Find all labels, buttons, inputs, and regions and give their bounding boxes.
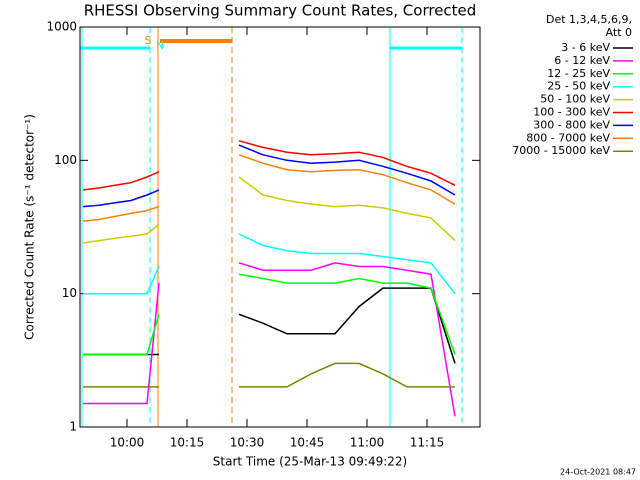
y-tick-label: 100 xyxy=(54,153,77,167)
x-tick-label: 10:45 xyxy=(290,436,325,450)
legend-header: Det 1,3,4,5,6,9, xyxy=(546,13,632,26)
x-tick-label: 11:00 xyxy=(350,436,385,450)
series-line xyxy=(82,154,456,222)
legend-label: 300 - 800 keV xyxy=(533,118,610,131)
x-tick-label: 10:15 xyxy=(170,436,205,450)
x-tick-label: 11:15 xyxy=(410,436,445,450)
legend-header: Att 0 xyxy=(606,26,632,39)
mode-bars xyxy=(80,27,463,427)
legend-label: 3 - 6 keV xyxy=(561,41,610,54)
chart-title: RHESSI Observing Summary Count Rates, Co… xyxy=(84,2,477,20)
series-line xyxy=(83,362,455,388)
y-tick-label: 1000 xyxy=(46,20,77,34)
y-axis-label: Corrected Count Rate (s⁻¹ detector⁻¹) xyxy=(23,114,37,340)
x-tick-label: 10:00 xyxy=(110,436,145,450)
series-line xyxy=(82,176,456,244)
y-tick-label: 10 xyxy=(62,286,77,300)
series-line xyxy=(83,233,456,295)
x-axis-label: Start Time (25-Mar-13 09:49:22) xyxy=(213,455,407,469)
timestamp: 24-Oct-2021 08:47 xyxy=(560,468,636,477)
legend-label: 6 - 12 keV xyxy=(554,54,610,67)
plot-frame xyxy=(79,26,481,428)
series-line xyxy=(82,140,456,191)
legend-label: 25 - 50 keV xyxy=(547,80,610,93)
annotation: N xyxy=(156,39,164,52)
series-line xyxy=(83,273,456,356)
x-tick-label: 10:30 xyxy=(230,436,265,450)
legend-label: 50 - 100 keV xyxy=(540,93,610,106)
legend-label: 7000 - 15000 keV xyxy=(512,144,610,157)
series-line xyxy=(83,287,456,364)
legend-label: 800 - 7000 keV xyxy=(526,131,610,144)
legend-label: 100 - 300 keV xyxy=(533,106,610,119)
annotation: S xyxy=(145,34,152,47)
series-line xyxy=(82,144,456,208)
series-line xyxy=(83,262,456,417)
y-tick-label: 1 xyxy=(69,420,77,434)
legend-label: 12 - 25 keV xyxy=(547,67,610,80)
